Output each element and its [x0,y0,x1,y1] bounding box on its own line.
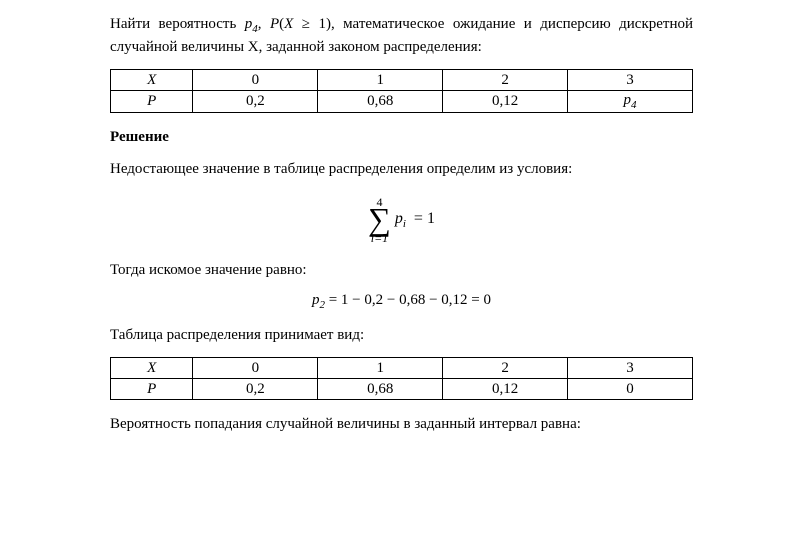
cell: 3 [568,70,693,91]
cell: 0,12 [443,379,568,400]
paragraph: Таблица распределения принимает вид: [110,325,693,345]
sum-formula: 4 ∑ i=1 pi = 1 [110,194,693,244]
paragraph: Тогда искомое значение равно: [110,260,693,280]
sep: , [258,16,270,32]
eq: = 1 [414,210,435,227]
paragraph: Недостающее значение в таблице распредел… [110,159,693,179]
cell-X: X [111,70,193,91]
problem-statement: Найти вероятность p4, P(X ≥ 1), математи… [110,14,693,57]
table-row: X 0 1 2 3 [111,358,693,379]
equation-line: p2 = 1 − 0,2 − 0,68 − 0,12 = 0 [110,292,693,311]
cell: 1 [318,70,443,91]
paragraph: Вероятность попадания случайной величины… [110,414,693,434]
sub-4: 4 [631,99,637,111]
cell-P: P [111,379,193,400]
cell: 0 [568,379,693,400]
cell-X: X [111,358,193,379]
cell: 0,2 [193,91,318,113]
sum-lower: i=1 [371,232,388,244]
distribution-table-1: X 0 1 2 3 P 0,2 0,68 0,12 p4 [110,69,693,113]
eq-rest: = 1 − 0,2 − 0,68 − 0,12 = 0 [325,292,491,308]
cell: 0,12 [443,91,568,113]
table-row: P 0,2 0,68 0,12 p4 [111,91,693,113]
cell: 3 [568,358,693,379]
cell: 0 [193,358,318,379]
var-p: p [624,92,632,108]
cell: 2 [443,70,568,91]
var-P: P [270,16,279,32]
table-row: P 0,2 0,68 0,12 0 [111,379,693,400]
var-p: p [395,210,403,227]
distribution-table-2: X 0 1 2 3 P 0,2 0,68 0,12 0 [110,357,693,400]
cell: 0 [193,70,318,91]
cell-p4: p4 [568,91,693,113]
geq: ≥ 1 [293,16,326,32]
cell: 0,2 [193,379,318,400]
table-row: X 0 1 2 3 [111,70,693,91]
sub-i: i [403,218,406,230]
cell: 1 [318,358,443,379]
text: Найти вероятность [110,16,245,32]
cell: 2 [443,358,568,379]
cell: 0,68 [318,91,443,113]
cell-P: P [111,91,193,113]
solution-heading: Решение [110,127,693,147]
cell: 0,68 [318,379,443,400]
sigma-icon: ∑ [368,206,391,233]
var-X: X [284,16,293,32]
